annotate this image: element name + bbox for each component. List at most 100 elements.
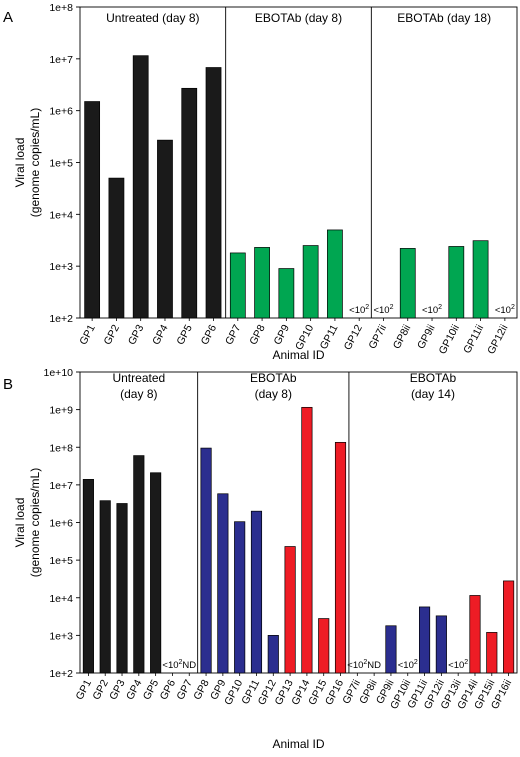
x-tick-label: GP1	[74, 678, 95, 702]
y-tick-label: 1e+8	[49, 2, 73, 14]
bar-gp2	[108, 177, 125, 319]
x-tick-label: GP7	[174, 678, 195, 702]
x-tick-label: GP12	[342, 323, 365, 352]
bar-gp4	[133, 455, 145, 674]
bar-gp10	[234, 521, 246, 674]
bar-gp8	[200, 447, 212, 674]
group-label-day: (day 8)	[120, 387, 157, 401]
below-detection-note: <102	[448, 659, 468, 671]
x-tick-label: GP2	[102, 323, 123, 347]
y-axis-label-units: (genome copies/mL)	[28, 108, 42, 217]
below-detection-note: <102	[422, 304, 442, 316]
bar-gp14	[301, 406, 313, 674]
group-label: EBOTAb	[250, 371, 297, 385]
below-detection-note: <102	[347, 659, 367, 671]
bar-gp13	[284, 546, 296, 674]
plot-frame	[79, 371, 518, 674]
bar-gp8ii	[399, 248, 416, 319]
below-detection-note: <102	[373, 304, 393, 316]
y-tick-label: 1e+5	[49, 555, 73, 567]
x-tick-label: GP8	[247, 323, 268, 347]
bar-gp10	[302, 245, 319, 319]
x-tick-label: GP3	[126, 323, 147, 347]
x-tick-label: GP9ii	[415, 323, 438, 351]
x-tick-label: GP7ii	[366, 323, 389, 351]
panel-label: A	[3, 9, 13, 26]
y-tick-label: 1e+2	[49, 313, 73, 325]
y-tick-label: 1e+6	[49, 518, 73, 530]
y-tick-label: 1e+10	[44, 367, 74, 379]
x-tick-label: GP6	[158, 678, 179, 702]
y-tick-label: 1e+4	[49, 593, 73, 605]
x-tick-label: GP6	[199, 323, 220, 347]
y-axis-label: Viral load	[13, 138, 27, 188]
y-tick-label: 1e+6	[49, 106, 73, 118]
group-label: EBOTAb (day 8)	[255, 11, 342, 25]
x-tick-label: GP1	[77, 323, 98, 347]
bar-gp10ii	[448, 246, 465, 319]
x-tick-label: GP8ii	[391, 323, 414, 351]
x-tick-label: GP2	[90, 678, 111, 702]
bar-gp11	[327, 229, 343, 319]
bar-gp3	[116, 503, 128, 674]
x-tick-label: GP9	[272, 323, 293, 347]
group-label-day: (day 14)	[411, 387, 455, 401]
bar-gp9	[278, 268, 295, 319]
x-tick-label: GP12ii	[485, 323, 510, 356]
below-detection-note: <102	[162, 659, 182, 671]
bar-gp4	[157, 139, 173, 319]
x-tick-label: GP4	[150, 323, 171, 347]
chart-panel-b: B 1e+2 1e+3 1e+4 1e+5 1e+6 1e+7 1e+8 1e+9 1e+10 Vi…	[3, 367, 518, 751]
x-tick-label: GP8	[191, 678, 212, 702]
y-tick-label: 1e+3	[49, 261, 73, 273]
bar-gp15	[318, 618, 330, 674]
bar-gp16ii	[503, 580, 515, 674]
bar-gp1	[82, 479, 94, 674]
y-tick-label: 1e+2	[49, 668, 73, 680]
below-detection-note: ND	[367, 660, 381, 671]
bar-gp11ii	[418, 606, 431, 674]
y-tick-label: 1e+4	[49, 209, 73, 221]
group-label: Untreated (day 8)	[106, 11, 199, 25]
y-tick-label: 1e+7	[49, 480, 73, 492]
x-tick-label: GP7	[223, 323, 244, 347]
y-tick-label: 1e+3	[49, 630, 73, 642]
x-tick-label: GP4	[124, 678, 145, 702]
bar-gp8	[254, 247, 270, 319]
x-axis-label: Animal ID	[272, 348, 324, 362]
panel-label: B	[3, 376, 13, 393]
bar-gp16	[334, 441, 347, 674]
bar-gp6	[205, 67, 222, 319]
x-tick-label: GP5	[141, 678, 162, 702]
below-detection-note: ND	[182, 660, 196, 671]
bar-gp7	[229, 252, 246, 319]
bar-gp12	[267, 635, 279, 674]
group-label: Untreated	[112, 371, 165, 385]
bar-gp5	[150, 472, 162, 674]
bar-gp5	[181, 87, 198, 319]
below-detection-note: <102	[495, 304, 515, 316]
bar-gp2	[99, 500, 111, 674]
x-tick-label: GP11ii	[461, 323, 486, 356]
y-tick-label: 1e+5	[49, 158, 73, 170]
x-tick-label: GP5	[174, 323, 195, 347]
bar-gp3	[132, 55, 149, 319]
bar-gp12ii	[435, 615, 447, 674]
x-tick-label: GP10ii	[437, 323, 462, 356]
bar-gp11ii	[472, 240, 489, 319]
below-detection-note: <102	[349, 304, 369, 316]
bar-gp9ii	[385, 625, 397, 674]
x-tick-label: GP3	[107, 678, 128, 702]
y-tick-label: 1e+7	[49, 54, 73, 66]
chart-panel-a: A 1e+2 1e+3 1e+4 1e+5 1e+6 1e+7 1e+8 Viral load(…	[3, 2, 518, 362]
group-label: EBOTAb	[410, 371, 457, 385]
y-axis-label: Viral load	[13, 498, 27, 548]
group-label: EBOTAb (day 18)	[397, 11, 491, 25]
below-detection-note: <102	[398, 659, 418, 671]
y-tick-label: 1e+8	[49, 442, 73, 454]
bar-gp14ii	[469, 595, 481, 674]
y-tick-label: 1e+9	[49, 405, 73, 417]
bar-gp11	[250, 510, 263, 674]
y-axis-label-units: (genome copies/mL)	[28, 468, 42, 577]
group-label-day: (day 8)	[255, 387, 292, 401]
